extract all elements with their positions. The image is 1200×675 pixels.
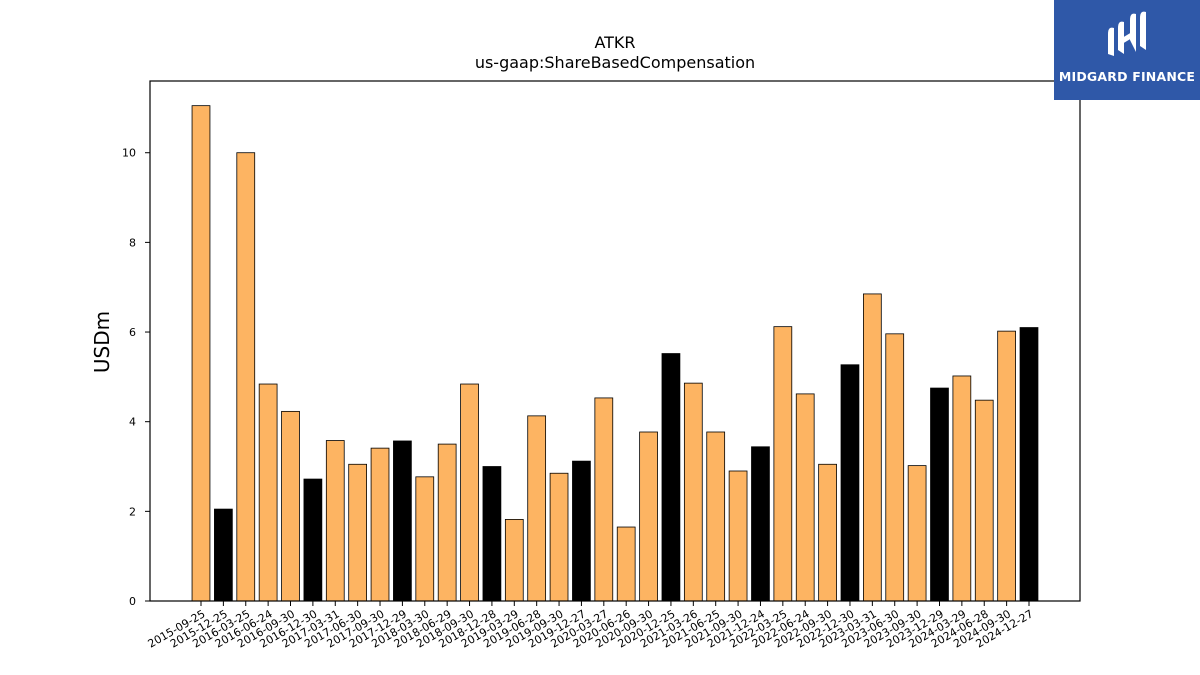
midgard-logo-icon [1108,11,1146,56]
y-tick-label: 4 [129,416,136,429]
bar-2020-09-30 [639,431,658,602]
bar-2021-12-24 [751,446,770,602]
brand-name: MIDGARD FINANCE [1058,69,1196,84]
bar-2018-06-29 [437,443,457,602]
y-tick-label: 8 [129,236,136,249]
bar-2016-06-24 [258,383,278,602]
bar-2020-12-25 [661,353,681,602]
bar-2018-12-28 [482,466,502,602]
bar-2022-12-30 [840,364,860,602]
bar-2018-03-30 [415,476,435,602]
bar-2024-03-29 [952,375,972,602]
y-tick-label: 0 [129,595,136,608]
bar-2022-06-24 [795,393,815,602]
bar-2024-09-30 [997,330,1016,602]
bars-group [191,105,1039,602]
x-axis-ticks: 2015-09-252015-12-252016-03-252016-06-24… [146,601,1036,651]
bar-2023-06-30 [885,333,905,602]
bar-2022-03-25 [773,326,793,602]
bar-2015-12-25 [214,508,233,602]
chart-title: ATKR [594,33,635,52]
bar-2023-03-31 [863,293,882,602]
y-tick-label: 6 [129,326,136,339]
bar-2020-06-26 [616,526,636,602]
bar-2017-06-30 [348,463,368,602]
bar-2019-06-28 [527,415,547,602]
bar-2019-09-30 [549,472,569,602]
bar-2016-12-30 [303,478,323,602]
plot-frame [149,80,1081,602]
bar-2017-12-29 [393,440,412,602]
bar-2021-06-25 [706,431,726,602]
bar-2021-09-30 [728,470,748,602]
bar-2018-09-30 [460,383,479,602]
y-tick-label: 10 [122,147,136,160]
bar-2024-06-28 [974,399,994,602]
chart-subtitle: us-gaap:ShareBasedCompensation [475,53,755,72]
bar-2017-03-31 [325,440,345,602]
bar-2020-03-27 [594,397,614,602]
bar-2015-09-25 [191,105,211,602]
bar-2022-09-30 [818,463,837,602]
y-tick-label: 2 [129,505,136,518]
bar-2016-03-25 [236,152,256,602]
y-axis-label: USDm [90,311,114,373]
bar-2023-12-29 [930,387,949,602]
bar-2017-09-30 [370,447,390,602]
bar-2016-09-30 [281,410,300,602]
bar-2019-03-29 [504,519,524,602]
brand-logo: MIDGARD FINANCE [1054,0,1200,100]
bar-2024-12-27 [1019,327,1039,602]
bar-2019-12-27 [572,460,591,602]
y-axis-ticks: 0 2 4 6 8 10 [122,147,150,608]
bar-2021-03-26 [683,382,703,602]
bar-2023-09-30 [907,465,927,602]
